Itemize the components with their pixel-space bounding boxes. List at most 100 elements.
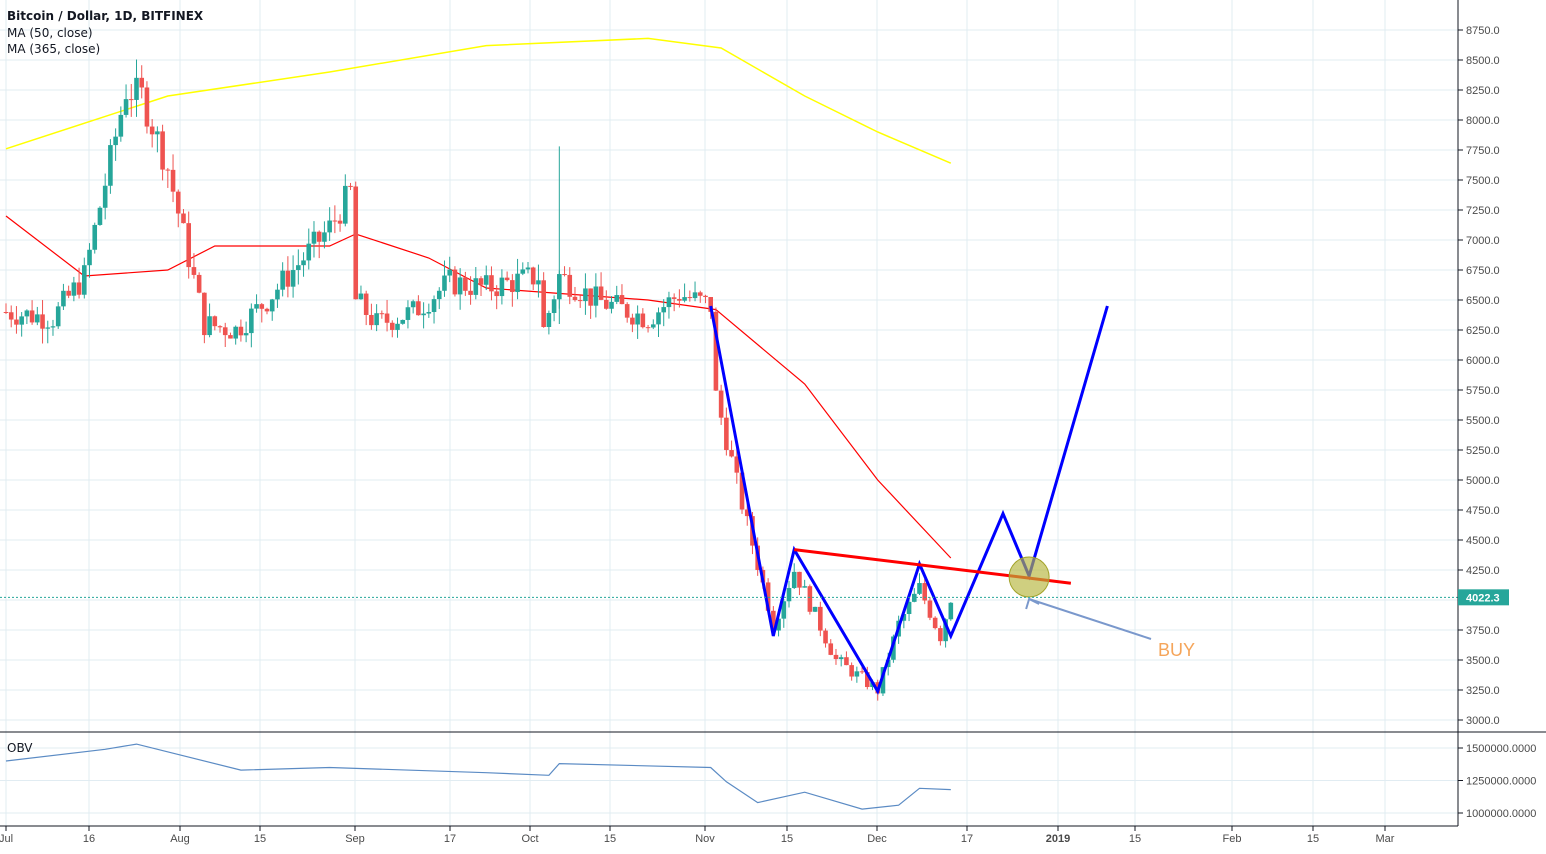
candle-body	[776, 618, 781, 631]
candle-body	[911, 593, 917, 602]
candle-body	[243, 333, 249, 336]
candle-body	[572, 296, 578, 301]
time-tick-label: Aug	[170, 833, 190, 845]
candle-body	[546, 313, 552, 328]
candle-body	[207, 316, 212, 336]
candle-body	[71, 282, 77, 296]
candle-body	[828, 643, 834, 655]
candle-body	[833, 654, 839, 660]
drawing-tools[interactable]: BUY	[709, 305, 1195, 695]
price-tick-label: 3750.0	[1466, 625, 1500, 637]
candle-body	[19, 316, 24, 325]
candle-body	[729, 450, 734, 457]
candle-body	[677, 298, 682, 301]
time-tick-label: Nov	[695, 833, 715, 845]
price-tick-label: 5750.0	[1466, 385, 1500, 397]
candle-body	[353, 186, 359, 300]
candle-body	[452, 269, 458, 295]
ma365-line	[5, 37, 952, 164]
candle-body	[196, 274, 202, 293]
candle-body	[186, 223, 191, 268]
candle-body	[932, 617, 938, 629]
candle-body	[541, 280, 546, 328]
candle-body	[640, 313, 646, 328]
time-tick-label: 15	[604, 833, 616, 845]
candle-body	[24, 310, 30, 317]
time-tick-label: 17	[961, 833, 973, 845]
candle-body	[823, 630, 828, 644]
price-tick-label: 6750.0	[1466, 265, 1500, 277]
candle-body	[656, 312, 661, 325]
candle-body	[3, 312, 9, 313]
pattern-zigzag-line	[709, 305, 1109, 695]
time-tick-label: 16	[83, 833, 95, 845]
candle-body	[118, 114, 124, 137]
candle-body	[149, 126, 155, 135]
grid-lines	[0, 0, 1458, 826]
candle-body	[922, 583, 928, 601]
candle-body	[144, 87, 150, 127]
symbol-title[interactable]: Bitcoin / Dollar, 1D, BITFINEX	[7, 9, 204, 23]
candle-body	[525, 267, 531, 270]
candle-body	[854, 671, 860, 677]
candle-body	[504, 277, 510, 281]
candle-body	[567, 274, 573, 297]
candle-body	[108, 145, 113, 186]
price-tick-label: 3250.0	[1466, 685, 1500, 697]
candle-body	[744, 509, 750, 517]
candle-body	[66, 290, 71, 296]
obv-tick-label: 1250000.0000	[1466, 776, 1536, 788]
price-tick-label: 5500.0	[1466, 415, 1500, 427]
candle-body	[938, 628, 943, 642]
candle-body	[76, 282, 82, 295]
time-tick-label: Dec	[867, 833, 887, 845]
candle-body	[191, 267, 197, 275]
candle-body	[536, 280, 541, 285]
ma50-path	[5, 215, 952, 559]
candle-body	[818, 606, 823, 631]
obv-legend[interactable]: OBV	[7, 741, 33, 755]
candle-body	[917, 583, 922, 594]
candle-body	[692, 292, 698, 299]
time-tick-label: 15	[254, 833, 266, 845]
candle-body	[530, 267, 536, 285]
candle-body	[906, 601, 912, 614]
candle-body	[45, 327, 51, 329]
candle-body	[285, 270, 291, 287]
candle-body	[791, 571, 797, 589]
candle-body	[222, 327, 228, 336]
time-tick-label: Mar	[1376, 833, 1395, 845]
candle-body	[630, 317, 635, 325]
ma50-legend[interactable]: MA (50, close)	[7, 25, 93, 40]
candle-body	[395, 323, 400, 330]
candle-body	[609, 301, 614, 309]
price-tick-label: 4250.0	[1466, 565, 1500, 577]
chart-legend: Bitcoin / Dollar, 1D, BITFINEX MA (50, c…	[7, 8, 203, 58]
buy-label: BUY	[1158, 640, 1195, 660]
price-tick-label: 8250.0	[1466, 85, 1500, 97]
candle-body	[35, 314, 40, 323]
price-tick-label: 3500.0	[1466, 655, 1500, 667]
candle-body	[624, 304, 630, 318]
ma365-legend[interactable]: MA (365, close)	[7, 42, 101, 56]
candle-body	[797, 571, 802, 588]
candle-body	[155, 131, 160, 135]
candle-body	[87, 249, 92, 266]
candle-body	[301, 260, 306, 266]
candle-body	[217, 326, 223, 328]
candle-body	[499, 277, 505, 297]
obv-line	[5, 743, 951, 810]
time-tick-label: 15	[1307, 833, 1319, 845]
price-tick-label: 4500.0	[1466, 535, 1500, 547]
candle-body	[562, 274, 567, 276]
price-tick-label: 5250.0	[1466, 445, 1500, 457]
candle-body	[598, 286, 604, 300]
candle-body	[880, 667, 886, 694]
candle-body	[316, 231, 322, 242]
candle-body	[55, 306, 61, 327]
candle-body	[369, 314, 374, 326]
candle-body	[306, 243, 312, 261]
